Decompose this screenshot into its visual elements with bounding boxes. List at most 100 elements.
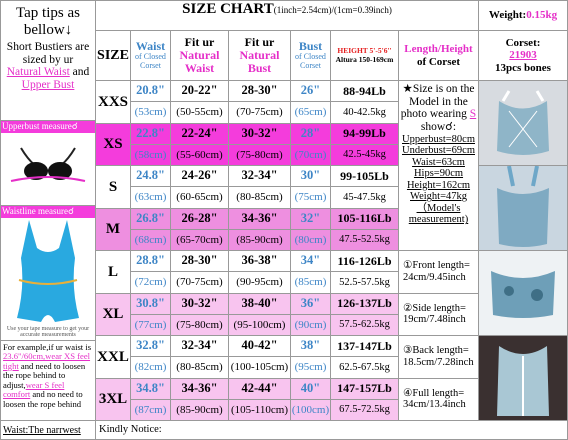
inch-value: 94-99Lb xyxy=(343,126,386,141)
value-cell: (77cm) xyxy=(130,313,171,336)
cm-value: (82cm) xyxy=(134,361,167,374)
inch-value: 28-30" xyxy=(181,253,218,268)
value-cell: 28-30" xyxy=(170,250,229,273)
length-name: ④Full length= xyxy=(403,387,465,399)
cm-value: (105-110cm) xyxy=(230,403,289,416)
model-line: Underbust=69cm xyxy=(402,145,475,157)
header-main: Bust xyxy=(298,39,323,54)
value-cell: (85cm) xyxy=(290,271,331,294)
value-cell: 34-36" xyxy=(170,377,229,400)
value-cell: 34" xyxy=(290,250,331,273)
cm-value: 45-47.5kg xyxy=(343,191,386,203)
title-cell: SIZE CHART (1inch=2.54cm)/(1cm=0.39inch) xyxy=(95,0,479,31)
inch-value: 137-147Lb xyxy=(337,338,392,353)
value-cell: 32.8" xyxy=(130,335,171,358)
cm-value: (75-80cm) xyxy=(176,318,223,331)
photo-cell xyxy=(478,335,568,421)
header-cell: Waist of Closed Corset xyxy=(130,30,171,81)
inch-value: 28.8" xyxy=(136,253,165,268)
header-sub: of Closed Corset xyxy=(135,52,166,71)
value-cell: 26" xyxy=(290,80,331,103)
cm-value: 57.5-62.5kg xyxy=(339,319,390,331)
cm-value: (80-85cm) xyxy=(176,361,223,374)
cm-value: 62.5-67.5kg xyxy=(339,361,390,373)
cm-value: (100cm) xyxy=(291,403,330,416)
value-cell: (72cm) xyxy=(130,271,171,294)
example-cell: For example,if ur waist is 23.6"/60cm,we… xyxy=(0,340,96,421)
inch-value: 99-105Lb xyxy=(340,168,389,183)
inch-value: 24-26" xyxy=(181,168,218,183)
inch-value: 28" xyxy=(300,125,321,140)
size-cell: XS xyxy=(95,122,131,166)
inch-value: 38" xyxy=(300,338,321,353)
header-main: Length/Height xyxy=(404,43,473,56)
example-text: and no need to loosen the rope behind xyxy=(3,389,83,409)
value-cell: (55-60cm) xyxy=(170,143,229,166)
cm-value: (90-95cm) xyxy=(236,276,283,289)
value-cell: 34-36" xyxy=(228,207,291,230)
header-sub: Natural Bust xyxy=(239,47,280,76)
value-cell: (75-80cm) xyxy=(170,313,229,336)
cm-value: (70cm) xyxy=(294,148,327,161)
header-cell: Fit ur Natural Waist xyxy=(170,30,229,81)
note-text: and xyxy=(69,66,90,79)
corset-header: Corset: 21903 13pcs bones xyxy=(478,30,568,81)
value-cell: 28" xyxy=(290,122,331,145)
length-cell: ③Back length= 18.5cm/7.28inch xyxy=(398,335,479,379)
waistline-label: Waistline measure☌ xyxy=(1,206,95,218)
header-sub: of Corset xyxy=(416,55,461,68)
bottom-note-cell: Waist:The narrwest xyxy=(0,420,96,440)
size-label: XXS xyxy=(97,93,128,110)
cm-value: 42.5-45kg xyxy=(343,149,386,161)
cm-value: (70-75cm) xyxy=(236,106,283,119)
header-cell: SIZE xyxy=(95,30,131,81)
cm-value: (80-85cm) xyxy=(236,191,283,204)
value-cell: 52.5-57.5kg xyxy=(330,271,399,294)
length-name: ③Back length= xyxy=(403,345,469,357)
length-cell: ②Side length= 19cm/7.48inch xyxy=(398,292,479,336)
model-intro: ★Size is on the Model in the photo weari… xyxy=(399,83,478,134)
photo xyxy=(479,166,567,250)
size-label: XS xyxy=(103,136,123,152)
corset-code: 21903 xyxy=(509,49,537,62)
title-note: (1inch=2.54cm)/(1cm=0.39inch) xyxy=(273,5,392,15)
cm-value: 52.5-57.5kg xyxy=(339,276,390,288)
value-cell: 94-99Lb xyxy=(330,122,399,145)
inch-value: 38-40" xyxy=(241,295,278,310)
model-line: Weight=47kg xyxy=(410,191,467,203)
value-cell: 30-32" xyxy=(228,122,291,145)
value-cell: 28.8" xyxy=(130,250,171,273)
value-cell: (87cm) xyxy=(130,398,171,421)
value-cell: 147-157Lb xyxy=(330,377,399,400)
cm-value: (72cm) xyxy=(134,276,167,289)
cm-value: (50-55cm) xyxy=(176,106,223,119)
value-cell: (70cm) xyxy=(290,143,331,166)
size-cell: XL xyxy=(95,292,131,336)
value-cell: 26.8" xyxy=(130,207,171,230)
value-cell: (85-90cm) xyxy=(170,398,229,421)
size-label: L xyxy=(107,263,118,280)
tape-note: Use your tape measure to get your accura… xyxy=(6,325,90,339)
value-cell: 34.8" xyxy=(130,377,171,400)
value-cell: 126-137Lb xyxy=(330,292,399,315)
inch-value: 32-34" xyxy=(181,338,218,353)
weight-value: 0.15kg xyxy=(526,9,558,22)
model-line: Upperbust=80cm xyxy=(402,133,475,145)
value-cell: 67.5-72.5kg xyxy=(330,398,399,421)
cm-value: (80cm) xyxy=(294,233,327,246)
inch-value: 88-94Lb xyxy=(343,83,386,98)
value-cell: 116-126Lb xyxy=(330,250,399,273)
cm-value: 67.5-72.5kg xyxy=(339,404,390,416)
upperbust-cell: Upperbust measure☌ xyxy=(0,120,96,206)
inch-value: 36" xyxy=(300,295,321,310)
cm-value: (95-100cm) xyxy=(233,318,286,331)
value-cell: (53cm) xyxy=(130,101,171,124)
inch-value: 30-32" xyxy=(181,295,218,310)
value-cell: (65-70cm) xyxy=(170,228,229,251)
value-cell: 32-34" xyxy=(228,165,291,188)
model-line: （Model's measurement) xyxy=(408,202,469,226)
model-text: show☌: xyxy=(420,120,457,133)
value-cell: 30.8" xyxy=(130,292,171,315)
size-label: XXL xyxy=(97,348,129,365)
value-cell: 57.5-62.5kg xyxy=(330,313,399,336)
